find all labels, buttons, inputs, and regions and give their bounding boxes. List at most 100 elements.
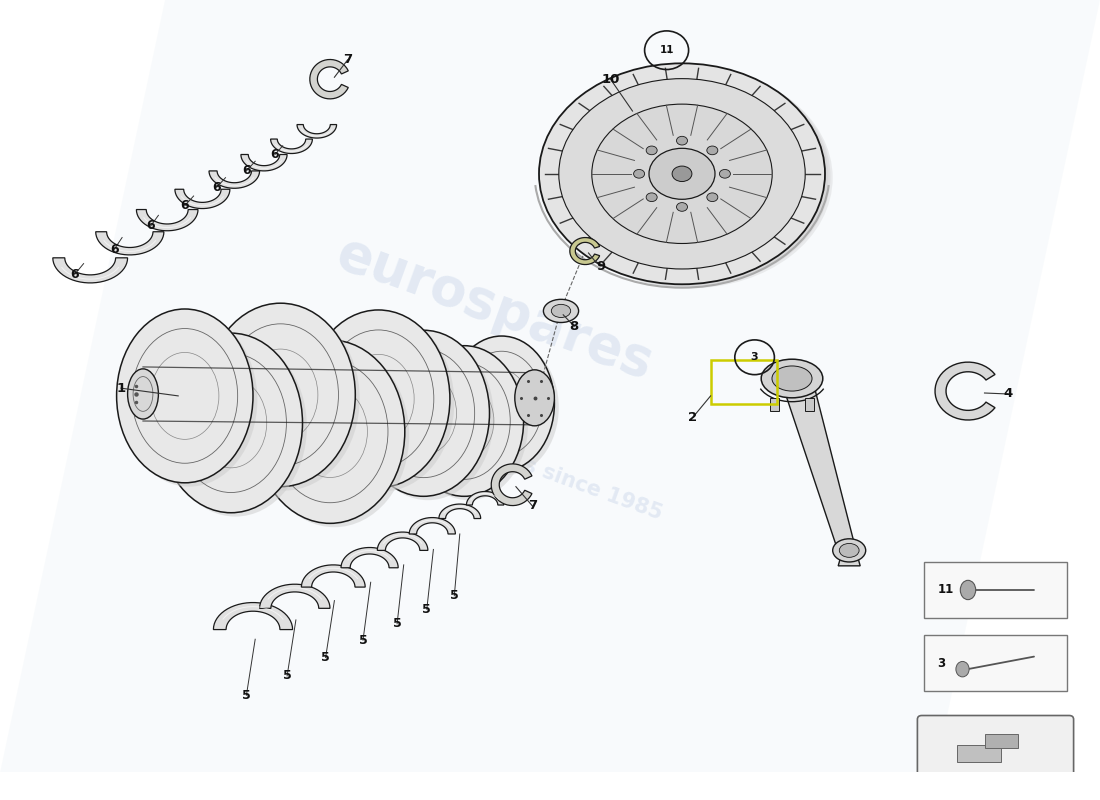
Polygon shape	[341, 547, 398, 568]
Ellipse shape	[453, 340, 559, 475]
Ellipse shape	[956, 662, 969, 677]
Ellipse shape	[255, 340, 405, 523]
FancyBboxPatch shape	[984, 734, 1018, 749]
Text: 5: 5	[283, 670, 292, 682]
Text: 3: 3	[937, 657, 945, 670]
Ellipse shape	[839, 543, 859, 558]
Polygon shape	[96, 232, 164, 255]
Bar	[770, 398, 779, 411]
Text: 5: 5	[321, 651, 330, 664]
Ellipse shape	[358, 330, 490, 496]
Ellipse shape	[761, 359, 823, 398]
Ellipse shape	[646, 193, 657, 202]
Ellipse shape	[772, 366, 812, 391]
Text: 10: 10	[602, 73, 619, 86]
Ellipse shape	[206, 303, 355, 486]
Text: a passion for parts since 1985: a passion for parts since 1985	[324, 383, 666, 524]
Ellipse shape	[121, 313, 257, 486]
Ellipse shape	[547, 67, 833, 288]
Ellipse shape	[128, 369, 158, 419]
FancyBboxPatch shape	[922, 779, 1069, 800]
Text: 5: 5	[422, 602, 431, 616]
Ellipse shape	[551, 304, 571, 318]
Ellipse shape	[559, 78, 805, 269]
Ellipse shape	[676, 136, 688, 145]
Polygon shape	[301, 565, 365, 587]
Ellipse shape	[117, 309, 253, 482]
Ellipse shape	[307, 310, 450, 488]
Ellipse shape	[409, 350, 528, 500]
Text: 8: 8	[570, 320, 579, 333]
Polygon shape	[297, 125, 337, 138]
Polygon shape	[260, 584, 330, 608]
Ellipse shape	[634, 170, 645, 178]
Text: eurospares: eurospares	[330, 228, 660, 390]
Ellipse shape	[707, 193, 718, 202]
Ellipse shape	[646, 146, 657, 154]
Ellipse shape	[311, 314, 454, 491]
Ellipse shape	[260, 344, 409, 527]
Polygon shape	[935, 362, 996, 420]
Text: 11: 11	[659, 46, 674, 55]
Ellipse shape	[160, 333, 302, 513]
Text: 5: 5	[393, 618, 402, 630]
Text: 6: 6	[110, 242, 119, 256]
Text: 6: 6	[242, 165, 251, 178]
Ellipse shape	[672, 166, 692, 182]
FancyBboxPatch shape	[917, 715, 1074, 800]
Ellipse shape	[543, 299, 579, 322]
Ellipse shape	[707, 146, 718, 154]
Ellipse shape	[539, 63, 825, 284]
Ellipse shape	[405, 346, 524, 496]
Ellipse shape	[449, 336, 554, 471]
Text: 11: 11	[937, 583, 954, 597]
Polygon shape	[136, 210, 198, 230]
Polygon shape	[53, 258, 128, 283]
Bar	[805, 398, 814, 411]
Text: 6: 6	[180, 199, 189, 212]
Text: 3: 3	[751, 352, 758, 362]
Polygon shape	[241, 154, 287, 171]
Polygon shape	[213, 602, 293, 630]
Ellipse shape	[719, 170, 730, 178]
Text: 6: 6	[271, 148, 279, 161]
FancyBboxPatch shape	[957, 745, 1001, 762]
Ellipse shape	[362, 334, 494, 500]
Text: 6: 6	[70, 268, 79, 281]
Ellipse shape	[164, 337, 307, 517]
Polygon shape	[492, 464, 532, 506]
Polygon shape	[570, 238, 600, 265]
Text: 105 01: 105 01	[967, 790, 1024, 800]
Ellipse shape	[676, 202, 688, 211]
Ellipse shape	[544, 66, 830, 287]
Ellipse shape	[833, 539, 866, 562]
Polygon shape	[439, 504, 481, 518]
Text: 7: 7	[343, 54, 352, 66]
Polygon shape	[271, 139, 312, 154]
Ellipse shape	[210, 307, 360, 490]
Text: 5: 5	[450, 590, 459, 602]
Ellipse shape	[649, 148, 715, 199]
Text: 5: 5	[242, 689, 251, 702]
Polygon shape	[466, 491, 504, 505]
Text: 5: 5	[359, 634, 367, 646]
Text: 2: 2	[689, 410, 697, 424]
Ellipse shape	[960, 580, 976, 600]
Text: 1: 1	[117, 382, 125, 394]
Polygon shape	[209, 171, 260, 188]
Ellipse shape	[542, 65, 828, 286]
FancyBboxPatch shape	[924, 635, 1067, 691]
Ellipse shape	[592, 104, 772, 243]
Polygon shape	[310, 59, 349, 99]
Polygon shape	[377, 532, 428, 550]
Text: 4: 4	[1003, 387, 1012, 401]
Text: 9: 9	[596, 260, 605, 273]
Text: 6: 6	[212, 181, 221, 194]
Polygon shape	[0, 0, 1100, 773]
Text: 6: 6	[146, 219, 155, 233]
Polygon shape	[768, 364, 860, 566]
Polygon shape	[409, 518, 455, 534]
Polygon shape	[175, 190, 230, 209]
Text: 7: 7	[528, 499, 537, 513]
Ellipse shape	[515, 370, 554, 426]
